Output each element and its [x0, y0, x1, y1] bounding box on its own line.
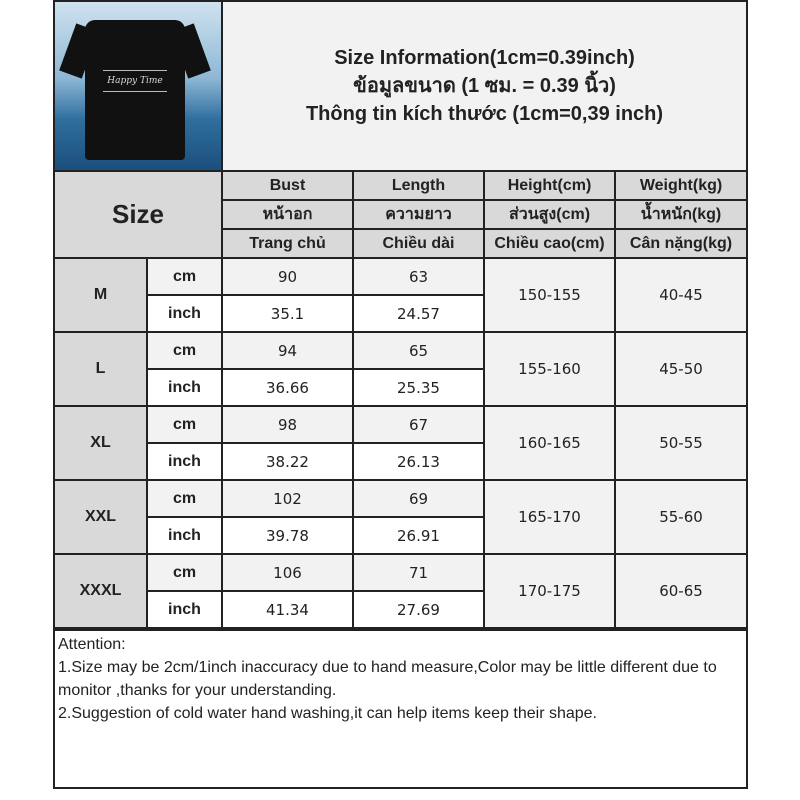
weight-range: 60-65 [613, 553, 749, 629]
length-cm: 67 [352, 405, 485, 444]
height-range: 155-160 [483, 331, 616, 407]
unit-inch: inch [146, 442, 223, 481]
size-label: XXXL [53, 553, 148, 629]
header-length-th: ความยาว [352, 199, 485, 230]
table-row-inch: inch 41.34 27.69 [54, 590, 747, 629]
header-length: Length [352, 170, 485, 201]
shirt-print: Happy Time [103, 70, 167, 92]
length-cm: 69 [352, 479, 485, 518]
bust-cm: 102 [221, 479, 354, 518]
table-row-cm: L cm 94 65 155-160 45-50 [53, 331, 749, 407]
bust-inch: 36.66 [221, 368, 354, 407]
length-inch: 26.13 [352, 442, 485, 481]
product-photo: Happy Time [53, 0, 223, 172]
size-label: L [53, 331, 148, 407]
header-bust-vi: Trang chủ [221, 228, 354, 259]
title-line-vi: Thông tin kích thước (1cm=0,39 inch) [305, 103, 664, 125]
table-row-cm: XL cm 98 67 160-165 50-55 [53, 405, 749, 481]
size-chart: Happy Time Size Information(1cm=0.39inch… [53, 0, 749, 789]
bust-cm: 98 [221, 405, 354, 444]
table-row-cm: M cm 90 63 150-155 40-45 [53, 257, 749, 333]
length-inch: 26.91 [352, 516, 485, 555]
unit-cm: cm [146, 405, 223, 444]
header-bust: Bust [221, 170, 354, 201]
header-weight: Weight(kg) [613, 170, 749, 201]
bust-inch: 38.22 [221, 442, 354, 481]
weight-range: 45-50 [613, 331, 749, 407]
length-inch: 27.69 [352, 590, 485, 629]
size-header: Size [53, 170, 223, 259]
unit-cm: cm [146, 553, 223, 592]
height-range: 150-155 [483, 257, 616, 333]
note-1: 1.Size may be 2cm/1inch inaccuracy due t… [58, 659, 717, 699]
header-weight-th: น้ำหนัก(kg) [613, 199, 749, 230]
height-range: 160-165 [483, 405, 616, 481]
bust-inch: 41.34 [221, 590, 354, 629]
length-cm: 71 [352, 553, 485, 592]
bust-cm: 106 [221, 553, 354, 592]
size-label: M [53, 257, 148, 333]
table-row-inch: inch 35.1 24.57 [54, 294, 747, 333]
bust-inch: 35.1 [221, 294, 354, 333]
header-height-vi: Chiều cao(cm) [483, 228, 616, 259]
shirt-print-text: Happy Time [107, 76, 163, 86]
length-cm: 63 [352, 257, 485, 296]
table-row-inch: inch 36.66 25.35 [54, 368, 747, 407]
title-line-th: ข้อมูลขนาด (1 ซม. = 0.39 นิ้ว) [353, 75, 616, 97]
unit-inch: inch [146, 294, 223, 333]
bust-cm: 90 [221, 257, 354, 296]
unit-cm: cm [146, 479, 223, 518]
size-label: XXL [53, 479, 148, 555]
size-label: XL [53, 405, 148, 481]
header-bust-th: หน้าอก [221, 199, 354, 230]
size-info-title: Size Information(1cm=0.39inch) ข้อมูลขนา… [220, 0, 749, 172]
header-height-th: ส่วนสูง(cm) [483, 199, 616, 230]
unit-cm: cm [146, 331, 223, 370]
unit-cm: cm [146, 257, 223, 296]
bust-cm: 94 [221, 331, 354, 370]
bust-inch: 39.78 [221, 516, 354, 555]
height-range: 165-170 [483, 479, 616, 555]
table-row-cm: XXXL cm 106 71 170-175 60-65 [53, 553, 749, 629]
weight-range: 40-45 [613, 257, 749, 333]
header-weight-vi: Cân nặng(kg) [613, 228, 749, 259]
length-inch: 24.57 [352, 294, 485, 333]
weight-range: 55-60 [613, 479, 749, 555]
length-inch: 25.35 [352, 368, 485, 407]
unit-inch: inch [146, 590, 223, 629]
length-cm: 65 [352, 331, 485, 370]
height-range: 170-175 [483, 553, 616, 629]
title-line-en: Size Information(1cm=0.39inch) [334, 47, 635, 69]
unit-inch: inch [146, 368, 223, 407]
table-row-cm: XXL cm 102 69 165-170 55-60 [53, 479, 749, 555]
table-row-inch: inch 39.78 26.91 [54, 516, 747, 555]
note-2: 2.Suggestion of cold water hand washing,… [58, 705, 597, 722]
tshirt-icon: Happy Time [85, 20, 185, 160]
notes-heading: Attention: [58, 636, 126, 653]
attention-notes: Attention: 1.Size may be 2cm/1inch inacc… [53, 629, 748, 789]
unit-inch: inch [146, 516, 223, 555]
header-height: Height(cm) [483, 170, 616, 201]
header-length-vi: Chiều dài [352, 228, 485, 259]
weight-range: 50-55 [613, 405, 749, 481]
table-row-inch: inch 38.22 26.13 [54, 442, 747, 481]
